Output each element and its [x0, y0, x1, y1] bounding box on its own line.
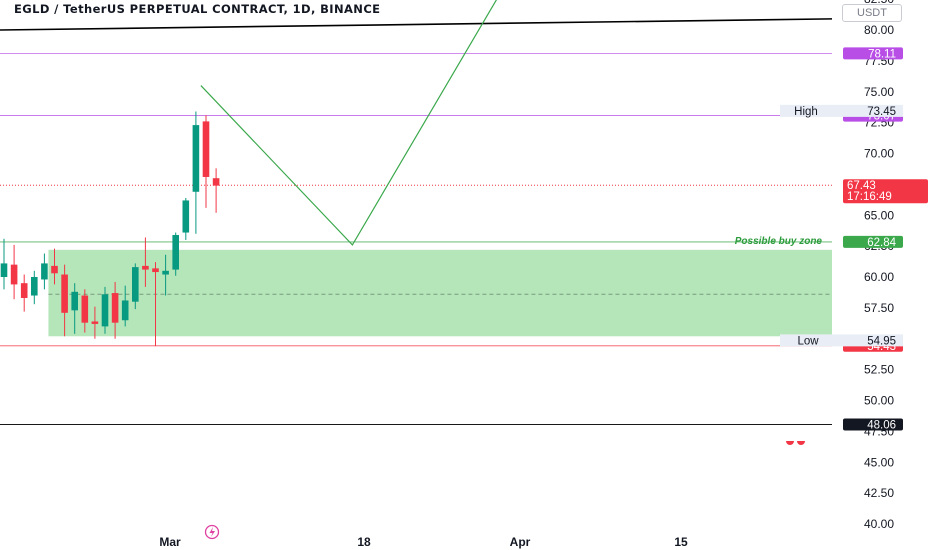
candle-body — [132, 267, 139, 302]
currency-button[interactable]: USDT — [842, 4, 902, 22]
x-tick-label: 15 — [674, 535, 688, 549]
candle-body — [51, 265, 58, 274]
candle-body — [61, 274, 68, 313]
candle-body — [202, 121, 210, 177]
y-tick-label: 80.00 — [864, 23, 894, 37]
buy-zone-label: Possible buy zone — [735, 236, 823, 247]
candle-body — [41, 263, 48, 280]
x-tick-label: Apr — [510, 535, 531, 549]
low-marker-right — [797, 441, 805, 445]
buy-zone — [48, 249, 832, 337]
level-tag-5-bg — [843, 418, 903, 431]
low-label-bg — [780, 334, 903, 347]
high-value: 73.45 — [867, 106, 896, 118]
candles — [0, 111, 220, 347]
low-label: Low — [797, 335, 819, 347]
low-value: 54.95 — [867, 335, 896, 347]
candle-body — [111, 293, 119, 323]
x-tick-label: Mar — [159, 535, 181, 549]
y-tick-label: 57.50 — [864, 301, 894, 315]
y-tick-label: 52.50 — [864, 363, 894, 377]
y-tick-label: 65.00 — [864, 208, 894, 222]
candle-body — [71, 291, 78, 311]
level-tag-1: 78.11 — [868, 48, 896, 60]
candle-body — [101, 294, 109, 327]
candle-body — [121, 300, 129, 321]
y-tick-label: 70.00 — [864, 147, 894, 161]
lightning-icon — [209, 527, 215, 537]
last-price-tag-bg — [843, 179, 928, 204]
candle-body — [81, 295, 89, 323]
projection-path — [200, 0, 498, 246]
level-tag-3: 62.84 — [867, 237, 896, 249]
candle-body — [31, 277, 38, 296]
countdown-label: 17:16:49 — [847, 191, 892, 203]
y-tick-label: 50.00 — [864, 394, 894, 408]
candle-body — [212, 178, 220, 186]
candle-body — [0, 263, 8, 277]
trendline — [0, 18, 833, 31]
chart-title: EGLD / TetherUS PERPETUAL CONTRACT, 1D, … — [14, 2, 381, 16]
level-tag-3-bg — [843, 235, 903, 248]
low-marker-left — [786, 441, 794, 445]
high-label-bg — [780, 104, 903, 117]
y-tick-label: 42.50 — [864, 486, 894, 500]
level-tag-1-bg — [843, 47, 903, 60]
x-tick-label: 18 — [357, 535, 371, 549]
candle-body — [182, 200, 190, 233]
level-tag-5: 48.06 — [867, 419, 896, 431]
candle-body — [162, 270, 169, 275]
high-label: High — [794, 106, 818, 118]
candle-body — [10, 264, 18, 285]
candle-body — [20, 283, 28, 298]
candle-body — [172, 235, 179, 270]
y-tick-label: 60.00 — [864, 270, 894, 284]
candle-body — [142, 265, 149, 270]
y-tick-label: 45.00 — [864, 455, 894, 469]
last-price-label: 67.43 — [847, 180, 876, 192]
y-tick-label: 75.00 — [864, 85, 894, 99]
candle-body — [91, 321, 99, 324]
y-tick-label: 40.00 — [864, 517, 894, 531]
y-tick-label: 82.50 — [864, 0, 894, 6]
candle-body — [192, 125, 200, 192]
y-axis: 40.0042.5045.0047.5050.0052.5055.0057.50… — [864, 0, 894, 531]
candle-body — [152, 268, 159, 273]
